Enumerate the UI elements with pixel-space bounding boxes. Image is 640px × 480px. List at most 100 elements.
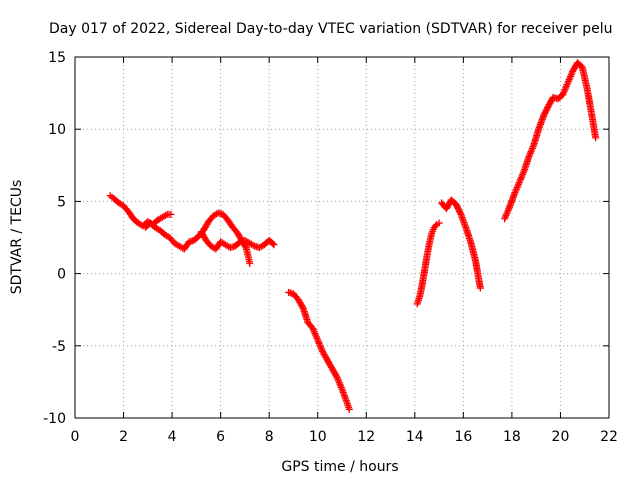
plot-frame (74, 56, 610, 419)
data-point (246, 259, 254, 267)
data-point (564, 77, 572, 85)
x-tick-label: 6 (216, 429, 225, 445)
data-point (514, 180, 522, 188)
data-point (567, 71, 575, 79)
data-point (345, 405, 353, 413)
data-point (560, 89, 568, 97)
data-point (337, 383, 345, 391)
data-point (435, 219, 443, 227)
data-point (568, 69, 576, 77)
data-point (562, 84, 570, 92)
data-point (519, 170, 527, 178)
x-tick-label: 16 (454, 429, 472, 445)
data-point (516, 177, 524, 185)
data-point (563, 81, 571, 89)
x-tick-label: 8 (265, 429, 274, 445)
data-point (512, 187, 520, 195)
x-tick-label: 4 (168, 429, 177, 445)
data-point (561, 86, 569, 94)
data-point (316, 341, 324, 349)
data-point (317, 344, 325, 352)
data-point (312, 331, 320, 339)
x-tick-label: 10 (309, 429, 327, 445)
data-point (167, 210, 175, 218)
data-point (311, 329, 319, 337)
data-point (505, 205, 513, 213)
series-segment-4 (501, 59, 600, 223)
data-point (476, 284, 484, 292)
x-tick-label: 22 (600, 429, 618, 445)
data-point (559, 91, 567, 99)
data-point (526, 149, 534, 157)
data-point (564, 79, 572, 87)
data-point (162, 211, 170, 219)
data-point (503, 210, 511, 218)
x-tick-label: 12 (357, 429, 375, 445)
data-point (336, 380, 344, 388)
data-point (310, 328, 318, 336)
data-point (456, 209, 464, 217)
chart-title: Day 017 of 2022, Sidereal Day-to-day VTE… (49, 21, 612, 37)
data-point (592, 134, 600, 142)
data-point (431, 222, 439, 230)
data-point (510, 190, 518, 198)
data-point (562, 82, 570, 90)
x-tick-label: 2 (119, 429, 128, 445)
data-point (270, 241, 278, 249)
grid (75, 57, 609, 418)
series-segment-3b (438, 196, 484, 292)
data-point (501, 213, 509, 221)
axis-ticks (74, 56, 610, 419)
y-tick-label: -10 (43, 411, 66, 427)
x-tick-labels: 0 2 4 6 8 10 12 14 16 18 20 22 (71, 429, 618, 445)
data-point (335, 379, 343, 387)
data-point (515, 179, 523, 187)
data-point (513, 184, 521, 192)
data-point (565, 76, 573, 84)
y-tick-label: 15 (48, 50, 66, 66)
x-axis-title: GPS time / hours (281, 459, 398, 475)
data-point (317, 343, 325, 351)
y-tick-label: -5 (52, 339, 66, 355)
data-point (526, 151, 534, 159)
y-tick-label: 0 (57, 267, 66, 283)
data-point (315, 339, 323, 347)
data-point (334, 375, 342, 383)
data-point (503, 208, 511, 216)
data-point (269, 240, 277, 248)
data-point (309, 324, 317, 332)
data-point (511, 189, 519, 197)
series-segment-1c (197, 228, 278, 253)
data-points (106, 59, 600, 413)
data-point (517, 174, 525, 182)
y-tick-label: 10 (48, 122, 66, 138)
data-point (335, 377, 343, 385)
data-point (529, 143, 537, 151)
data-point (249, 241, 257, 249)
data-point (337, 382, 345, 390)
data-point (313, 334, 321, 342)
series-segment-2 (285, 288, 353, 413)
y-tick-labels: -10 -5 0 5 10 15 (43, 50, 66, 427)
series-segment-1a (106, 192, 175, 230)
data-point (525, 153, 533, 161)
data-point (514, 182, 522, 190)
data-point (560, 87, 568, 95)
data-point (566, 74, 574, 82)
data-point (519, 169, 527, 177)
data-point (312, 333, 320, 341)
x-tick-label: 14 (406, 429, 424, 445)
data-point (527, 148, 535, 156)
data-point (567, 72, 575, 80)
y-axis-title: SDTVAR / TECUs (9, 180, 25, 295)
data-point (314, 338, 322, 346)
data-point (528, 144, 536, 152)
x-tick-label: 18 (503, 429, 521, 445)
data-point (512, 185, 520, 193)
data-point (517, 175, 525, 183)
data-point (314, 336, 322, 344)
data-point (333, 374, 341, 382)
x-tick-label: 0 (71, 429, 80, 445)
series-segment-3a (413, 219, 443, 308)
